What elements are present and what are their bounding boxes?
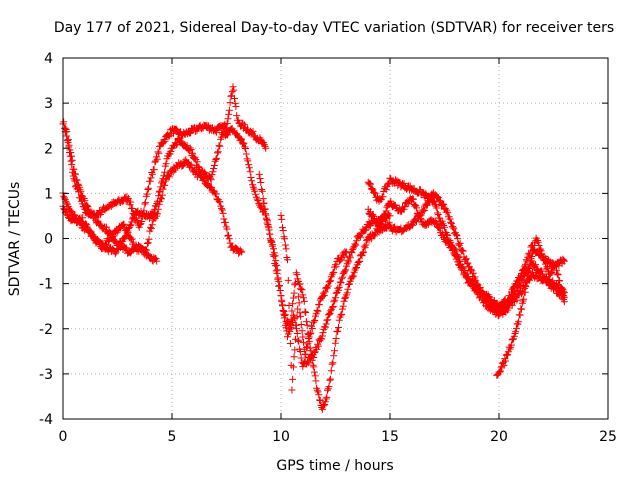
- data-points: [61, 124, 161, 265]
- series-track-5: [255, 170, 394, 413]
- grid: [63, 58, 608, 419]
- data-points: [277, 211, 350, 394]
- y-tick-label: 0: [44, 232, 53, 248]
- axis-ticks: [62, 57, 609, 420]
- data-points: [59, 83, 270, 231]
- y-tick-label: 1: [44, 186, 53, 202]
- series-track-11: [493, 234, 568, 379]
- data-series: [59, 83, 568, 413]
- y-tick-label: -2: [39, 322, 53, 338]
- data-points: [255, 170, 394, 413]
- series-track-4: [61, 124, 161, 265]
- x-tick-label: 5: [168, 429, 177, 445]
- y-tick-label: -1: [39, 277, 53, 293]
- y-tick-label: -3: [39, 367, 53, 383]
- x-tick-label: 10: [272, 429, 290, 445]
- y-tick-labels: -4 -3 -2 -1 0 1 2 3 4: [39, 51, 53, 428]
- y-tick-label: 4: [44, 51, 53, 67]
- y-tick-label: 3: [44, 96, 53, 112]
- x-tick-label: 0: [59, 429, 68, 445]
- data-points: [493, 234, 568, 379]
- x-tick-label: 25: [599, 429, 617, 445]
- x-tick-labels: 0 5 10 15 20 25: [59, 429, 617, 445]
- series-track-7: [277, 211, 350, 394]
- series-track-1: [59, 83, 270, 231]
- x-tick-label: 20: [490, 429, 508, 445]
- y-axis-title: SDTVAR / TECUs: [7, 182, 23, 297]
- y-tick-label: -4: [39, 412, 53, 428]
- x-axis-title: GPS time / hours: [276, 458, 393, 474]
- y-tick-label: 2: [44, 141, 53, 157]
- chart-title: Day 177 of 2021, Sidereal Day-to-day VTE…: [54, 20, 614, 36]
- x-tick-label: 15: [381, 429, 399, 445]
